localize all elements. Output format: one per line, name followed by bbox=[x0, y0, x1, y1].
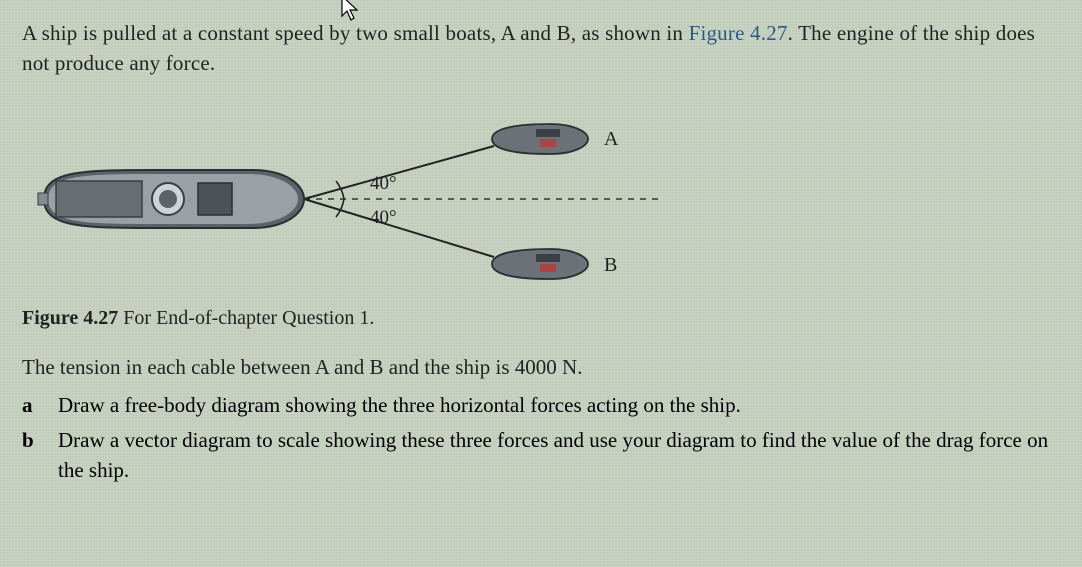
diagram-svg: 40° 40° A B bbox=[22, 99, 722, 299]
question-label-a: a bbox=[22, 390, 40, 420]
intro-paragraph: A ship is pulled at a constant speed by … bbox=[22, 18, 1060, 79]
angle-label-bottom: 40° bbox=[370, 207, 397, 228]
intro-pre: A ship is pulled at a constant speed by … bbox=[22, 21, 689, 45]
question-b: b Draw a vector diagram to scale showing… bbox=[22, 425, 1060, 486]
cable-to-b bbox=[304, 199, 494, 257]
angle-arc-bottom bbox=[336, 199, 344, 217]
question-text-b: Draw a vector diagram to scale showing t… bbox=[58, 425, 1060, 486]
figure-caption: Figure 4.27 For End-of-chapter Question … bbox=[22, 307, 1060, 330]
question-label-b: b bbox=[22, 425, 40, 486]
figure-diagram: 40° 40° A B bbox=[22, 99, 722, 299]
tugboat-a bbox=[492, 124, 588, 154]
cable-to-a bbox=[304, 146, 494, 199]
caption-bold: Figure 4.27 bbox=[22, 307, 118, 329]
angle-label-top: 40° bbox=[370, 173, 397, 194]
figure-reference: Figure 4.27 bbox=[689, 21, 788, 45]
ship bbox=[38, 170, 304, 228]
tension-statement: The tension in each cable between A and … bbox=[22, 352, 1060, 382]
caption-rest: For End-of-chapter Question 1. bbox=[118, 307, 374, 329]
question-text-a: Draw a free-body diagram showing the thr… bbox=[58, 390, 741, 420]
question-a: a Draw a free-body diagram showing the t… bbox=[22, 390, 1060, 420]
boat-label-a: A bbox=[604, 128, 619, 150]
tugboat-b bbox=[492, 249, 588, 279]
question-list: a Draw a free-body diagram showing the t… bbox=[22, 390, 1060, 485]
boat-label-b: B bbox=[604, 254, 617, 276]
